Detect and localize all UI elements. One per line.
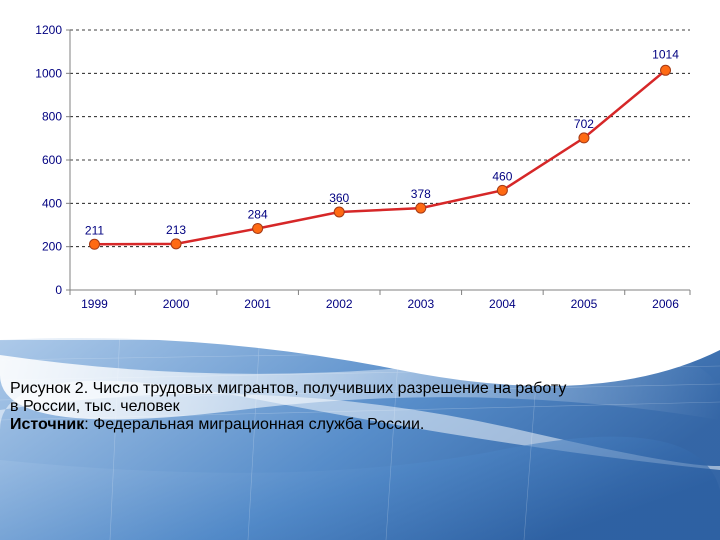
svg-text:400: 400 (42, 196, 62, 210)
svg-text:2004: 2004 (489, 297, 516, 311)
svg-text:378: 378 (411, 187, 431, 201)
svg-text:1200: 1200 (35, 23, 62, 37)
svg-text:2006: 2006 (652, 297, 679, 311)
svg-text:600: 600 (42, 153, 62, 167)
svg-text:1999: 1999 (81, 297, 108, 311)
svg-text:1014: 1014 (652, 47, 679, 61)
svg-text:2005: 2005 (571, 297, 598, 311)
svg-text:2000: 2000 (163, 297, 190, 311)
slide-container: 0 200 400 600 800 1000 1200 1999 2000 2001 2002 200… (0, 0, 720, 540)
svg-text:1000: 1000 (35, 66, 62, 80)
svg-text:360: 360 (329, 191, 349, 205)
caption-line2: в России, тыс. человек (10, 398, 180, 415)
svg-text:800: 800 (42, 110, 62, 124)
source-text: : Федеральная миграционная служба России… (84, 416, 424, 433)
migration-chart: 0 200 400 600 800 1000 1200 1999 2000 2001 2002 200… (20, 20, 700, 320)
bg-decoration (0, 330, 720, 540)
svg-text:702: 702 (574, 117, 594, 131)
svg-text:0: 0 (55, 283, 62, 297)
svg-text:213: 213 (166, 223, 186, 237)
svg-text:2002: 2002 (326, 297, 353, 311)
svg-text:460: 460 (492, 169, 512, 183)
svg-text:200: 200 (42, 240, 62, 254)
svg-text:2003: 2003 (407, 297, 434, 311)
svg-text:284: 284 (248, 207, 268, 221)
svg-text:2001: 2001 (244, 297, 271, 311)
caption-line1: Рисунок 2. Число трудовых мигрантов, пол… (10, 380, 566, 397)
source-label: Источник (10, 416, 84, 433)
svg-text:211: 211 (85, 223, 104, 237)
figure-caption: Рисунок 2. Число трудовых мигрантов, пол… (10, 380, 710, 434)
